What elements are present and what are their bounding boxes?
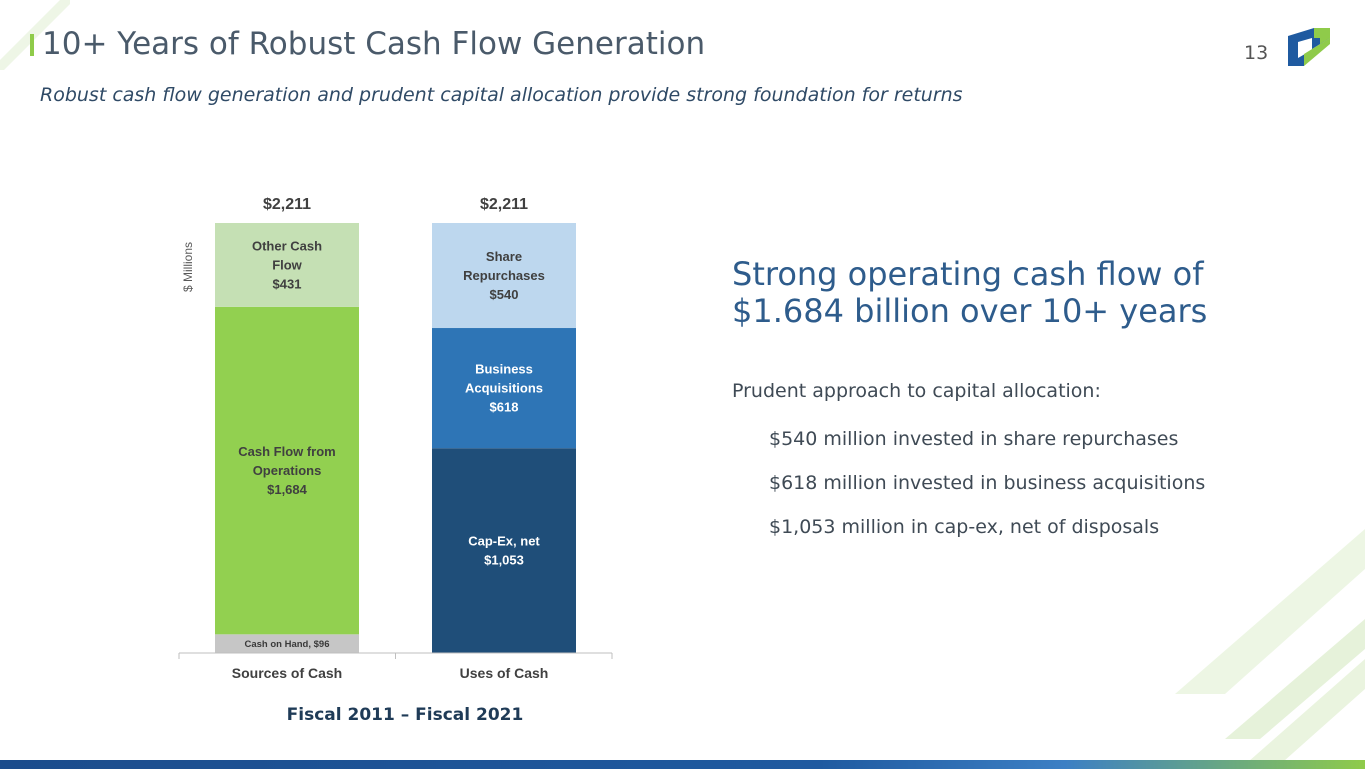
list-item: $540 million invested in share repurchas… <box>769 428 1179 450</box>
title-accent-bar <box>30 34 34 56</box>
data-label: Cap-Ex, net <box>468 534 540 549</box>
data-label: $540 <box>490 287 519 302</box>
list-item: $1,053 million in cap-ex, net of disposa… <box>769 516 1160 538</box>
data-label: Other Cash <box>252 238 322 253</box>
bar-segment <box>432 223 576 329</box>
cash-flow-chart: $ Millions Cash on Hand, $96 Cash Flow fro… <box>170 185 620 685</box>
total-label: $2,211 <box>480 196 528 213</box>
footer-bar <box>0 760 1365 769</box>
data-label: Business <box>475 362 533 377</box>
data-label: Share <box>486 249 522 264</box>
data-label: Repurchases <box>463 268 545 283</box>
data-label: Cash on Hand, $96 <box>245 639 330 650</box>
data-label: Flow <box>272 257 302 272</box>
data-label: $1,684 <box>267 482 308 497</box>
bar-segment <box>432 448 576 653</box>
bar-segment <box>432 328 576 449</box>
callout-heading: Strong operating cash flow of $1.684 bil… <box>732 256 1292 330</box>
data-label: Cash Flow from <box>238 444 336 459</box>
company-logo-icon <box>1288 28 1330 66</box>
chart-caption: Fiscal 2011 – Fiscal 2021 <box>286 705 524 725</box>
data-label: Acquisitions <box>465 381 543 396</box>
page-number: 13 <box>1244 42 1269 64</box>
data-label: Operations <box>253 463 322 478</box>
list-item: $618 million invested in business acquis… <box>769 472 1206 494</box>
corner-stripes-decoration <box>1175 529 1365 769</box>
data-label: $618 <box>490 400 519 415</box>
callout-heading-line2: $1.684 billion over 10+ years <box>732 292 1208 330</box>
bar-segment <box>215 306 359 635</box>
callout-heading-line1: Strong operating cash flow of <box>732 255 1204 293</box>
bar-segment <box>215 634 359 653</box>
data-label: $1,053 <box>484 553 524 568</box>
callout-lead: Prudent approach to capital allocation: <box>732 380 1101 402</box>
slide-subtitle: Robust cash flow generation and prudent … <box>40 84 963 106</box>
x-tick-label: Sources of Cash <box>232 665 342 681</box>
slide-title: 10+ Years of Robust Cash Flow Generation <box>42 26 706 62</box>
chart-svg: $ Millions Cash on Hand, $96 Cash Flow fro… <box>178 196 613 681</box>
data-label: $431 <box>273 276 302 291</box>
x-tick-label: Uses of Cash <box>460 665 549 681</box>
y-axis-label: $ Millions <box>181 242 195 292</box>
callout-list: $540 million invested in share repurchas… <box>769 425 1205 557</box>
total-label: $2,211 <box>263 196 311 213</box>
bar-segment <box>215 223 359 307</box>
corner-decoration <box>0 0 70 70</box>
